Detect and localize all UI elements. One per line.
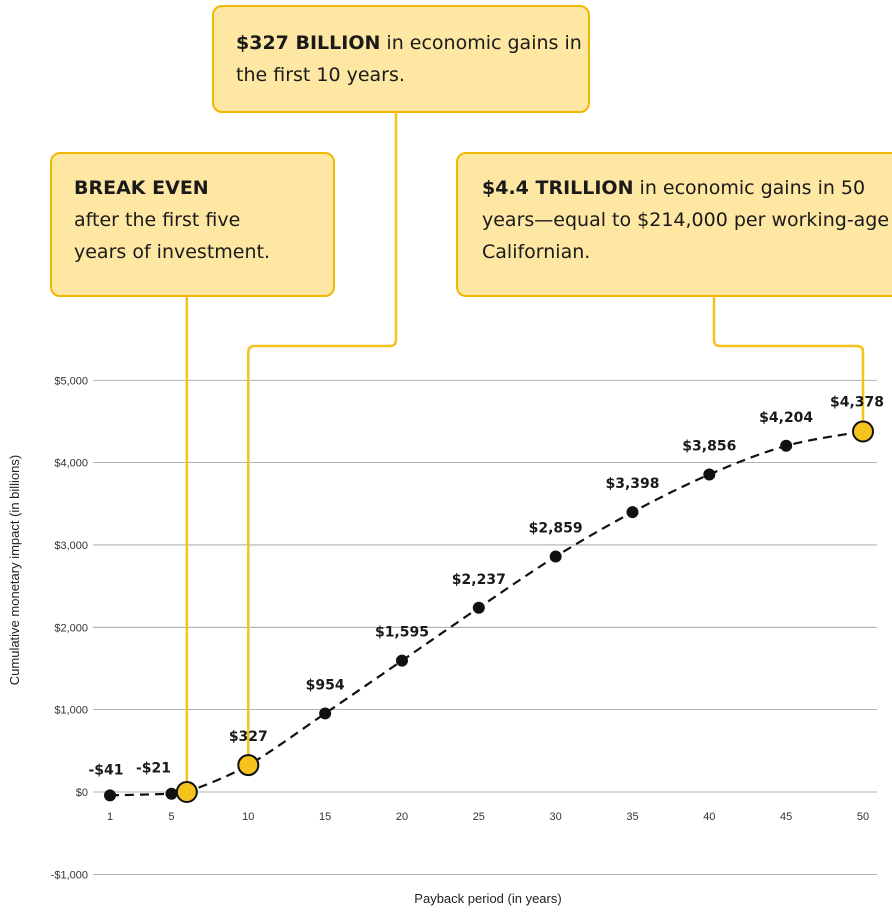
connector-fifty-year — [712, 297, 865, 432]
highlight-point — [237, 754, 260, 777]
y-tick-label: $1,000 — [54, 705, 88, 717]
callout-ten-year-bold: $327 BILLION — [236, 32, 381, 54]
y-tick-label: -$1,000 — [51, 869, 88, 881]
data-label: $4,204 — [759, 410, 813, 426]
data-point — [104, 789, 116, 802]
y-tick-label: $2,000 — [54, 622, 88, 634]
data-point — [549, 550, 562, 563]
x-tick-label: 45 — [780, 811, 792, 823]
callout-ten-year-text: in economic gains in the first 10 years. — [236, 32, 582, 86]
x-tick-label: 50 — [857, 811, 869, 823]
callout-fifty-year-text: in economic gains in 50 years—equal to $… — [482, 177, 890, 263]
y-axis-title: Cumulative monetary impact (in billions) — [7, 455, 22, 685]
callout-breakeven-text: after the first five years of investment… — [74, 209, 271, 263]
series-line — [109, 430, 864, 797]
x-tick-label: 25 — [473, 811, 485, 823]
highlight-point — [852, 420, 874, 443]
y-tick-label: $3,000 — [54, 540, 88, 552]
y-tick-label: $4,000 — [54, 458, 88, 470]
x-tick-label: 20 — [396, 811, 408, 823]
y-tick-label: $5,000 — [54, 375, 88, 387]
data-label: $2,859 — [529, 521, 583, 537]
x-tick-label: 10 — [242, 811, 254, 823]
callout-fifty-year: $4.4 TRILLION in economic gains in 50 ye… — [456, 152, 892, 297]
callout-connectors — [185, 113, 865, 792]
data-label: $1,595 — [375, 625, 429, 641]
connector-ten-year — [247, 113, 398, 766]
data-label: $2,237 — [452, 572, 506, 588]
data-label: $954 — [306, 677, 345, 693]
data-label: -$21 — [136, 761, 171, 777]
data-labels: -$41 -$21 $327 $954 $1,595 $2,237 $2,859 $3,398… — [88, 394, 884, 778]
data-label: $327 — [229, 729, 268, 745]
data-label: $3,398 — [605, 476, 659, 492]
x-tick-label: 30 — [550, 811, 562, 823]
x-tick-label: 1 — [107, 811, 113, 823]
data-label: -$41 — [88, 762, 123, 778]
x-tick-label: 40 — [703, 811, 715, 823]
y-tick-labels: -$1,000 $0 $1,000 $2,000 $3,000 $4,000 $5,000 — [51, 375, 88, 881]
data-point — [626, 506, 639, 519]
data-point — [780, 439, 793, 452]
data-point — [319, 707, 332, 720]
data-point — [472, 601, 485, 614]
data-label: $3,856 — [682, 438, 736, 454]
x-tick-label: 35 — [626, 811, 638, 823]
data-label: $4,378 — [830, 394, 884, 410]
x-tick-label: 15 — [319, 811, 331, 823]
callout-ten-year: $327 BILLION in economic gains in the fi… — [212, 5, 590, 113]
data-point — [703, 468, 716, 481]
callout-breakeven: BREAK EVEN after the first five years of … — [50, 152, 335, 297]
data-point — [165, 787, 178, 800]
x-axis-title: Payback period (in years) — [414, 891, 561, 906]
x-tick-labels: 1 5 10 15 20 25 30 35 40 45 50 — [107, 811, 869, 823]
data-points — [104, 420, 874, 803]
callout-fifty-year-bold: $4.4 TRILLION — [482, 177, 634, 199]
x-tick-label: 5 — [168, 811, 174, 823]
callout-breakeven-bold: BREAK EVEN — [74, 177, 209, 199]
y-tick-label: $0 — [76, 787, 88, 799]
highlight-point — [175, 781, 198, 803]
data-point — [395, 654, 408, 667]
grid-lines — [93, 379, 877, 875]
